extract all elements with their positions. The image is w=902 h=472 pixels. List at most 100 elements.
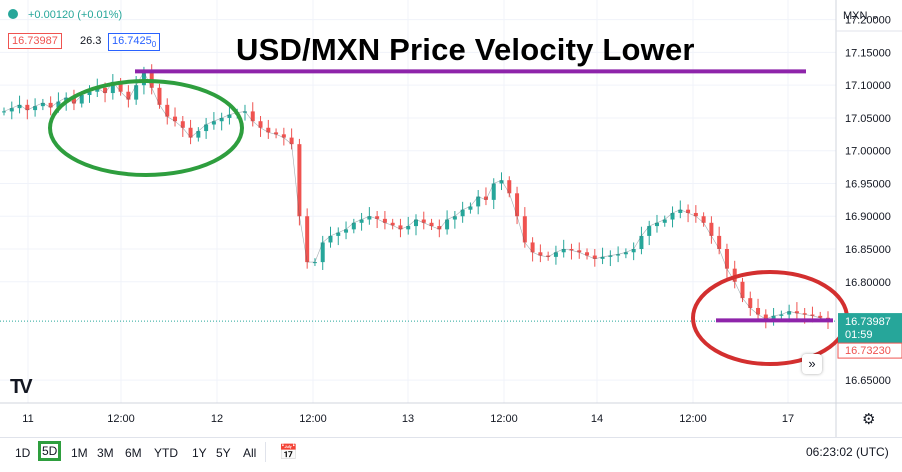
candle-body <box>460 209 465 217</box>
candle-body <box>592 255 597 259</box>
candle-body <box>693 212 698 217</box>
candle-body <box>553 252 558 257</box>
candle-body <box>79 95 84 104</box>
bid-price-label: 16.73230 <box>845 345 891 357</box>
sell-price-button[interactable]: 16.73987 <box>8 33 62 49</box>
candle-body <box>165 104 170 117</box>
candle-body <box>779 314 784 316</box>
candle-body <box>662 219 667 223</box>
candle-body <box>678 209 683 213</box>
candle-body <box>406 226 411 230</box>
candle-body <box>585 252 590 256</box>
candle-body <box>476 196 481 207</box>
candle-body <box>227 114 232 118</box>
candle-body <box>724 249 729 269</box>
chart-axes <box>0 0 902 437</box>
time-axis: 11 12:00 12 12:00 13 12:00 14 12:00 17 <box>22 413 794 425</box>
buy-price: 16.7425 <box>112 35 152 47</box>
candle-body <box>56 101 61 108</box>
candle-body <box>616 254 621 256</box>
candle-body <box>717 235 722 250</box>
currency-scale-select[interactable]: MXN ⌄ <box>843 10 880 22</box>
chart-grid <box>0 0 836 403</box>
candle-body <box>763 314 768 320</box>
price-line <box>3 71 829 322</box>
bar-countdown-label: 01:59 <box>845 329 873 341</box>
toolbar-divider <box>265 442 266 462</box>
highlight-circle-green <box>48 79 244 177</box>
candle-body <box>794 311 799 314</box>
range-ytd[interactable]: YTD <box>154 446 178 460</box>
candle-body <box>491 183 496 200</box>
candle-body <box>211 121 216 125</box>
candle-body <box>188 127 193 138</box>
candle-body <box>103 87 108 94</box>
candle-body <box>328 235 333 243</box>
candle-body <box>429 222 434 227</box>
candle-body <box>382 218 387 223</box>
range-1y[interactable]: 1Y <box>192 446 207 460</box>
buy-price-small-digit: 0 <box>151 40 157 50</box>
calendar-icon[interactable]: 📅 <box>279 444 298 461</box>
candle-body <box>126 91 131 100</box>
candle-body <box>250 111 255 122</box>
candle-body <box>110 81 115 94</box>
candle-body <box>312 262 317 264</box>
range-1d[interactable]: 1D <box>15 446 31 460</box>
utc-clock[interactable]: 06:23:02 (UTC) <box>806 445 889 459</box>
candle-body <box>367 216 372 220</box>
candle-body <box>344 229 349 233</box>
candle-body <box>9 108 14 112</box>
candle-body <box>289 137 294 145</box>
candle-body <box>71 97 76 104</box>
time-tick-label: 12:00 <box>107 413 135 425</box>
price-axis: 17.20000 17.15000 17.10000 17.05000 17.00000… <box>837 15 902 387</box>
candle-body <box>25 104 30 111</box>
candle-body <box>204 124 209 132</box>
tradingview-logo[interactable]: TV <box>10 376 32 398</box>
candle-body <box>134 85 139 100</box>
gear-icon[interactable]: ⚙ <box>862 411 876 428</box>
candle-body <box>359 219 364 223</box>
price-tick-label: 17.10000 <box>845 80 891 92</box>
current-price-label: 16.73987 <box>845 316 891 328</box>
candle-body <box>297 144 302 217</box>
candle-body <box>242 111 247 113</box>
double-chevron-right-icon[interactable]: » <box>802 354 822 374</box>
buy-price-button[interactable]: 16.74250 <box>108 33 161 52</box>
candle-body <box>740 281 745 299</box>
range-5d[interactable]: 5D <box>38 441 62 461</box>
candle-body <box>686 209 691 213</box>
candle-body <box>390 222 395 226</box>
candle-body <box>452 216 457 220</box>
range-all[interactable]: All <box>243 446 257 460</box>
candle-body <box>468 206 473 210</box>
price-tick-label: 16.90000 <box>845 211 891 223</box>
price-tick-label: 17.00000 <box>845 146 891 158</box>
candle-body <box>196 131 201 138</box>
candle-body <box>771 315 776 320</box>
time-tick-label: 12:00 <box>679 413 707 425</box>
price-series <box>2 64 830 329</box>
candle-body <box>157 87 162 105</box>
price-tick-label: 16.80000 <box>845 277 891 289</box>
candle-body <box>375 216 380 219</box>
candle-body <box>17 104 22 109</box>
time-tick-label: 14 <box>591 413 603 425</box>
candle-body <box>320 242 325 263</box>
range-6m[interactable]: 6M <box>125 446 142 460</box>
range-5y[interactable]: 5Y <box>216 446 231 460</box>
highlight-circle-red <box>691 270 849 366</box>
price-tick-label: 16.95000 <box>845 178 891 190</box>
time-tick-label: 12:00 <box>490 413 518 425</box>
candle-body <box>351 222 356 230</box>
candle-body <box>623 252 628 255</box>
candle-body <box>141 72 146 86</box>
candle-body <box>40 102 45 107</box>
candle-body <box>647 226 652 236</box>
candle-body <box>266 127 271 133</box>
candle-body <box>577 250 582 253</box>
range-3m[interactable]: 3M <box>97 446 114 460</box>
range-1m[interactable]: 1M <box>71 446 88 460</box>
